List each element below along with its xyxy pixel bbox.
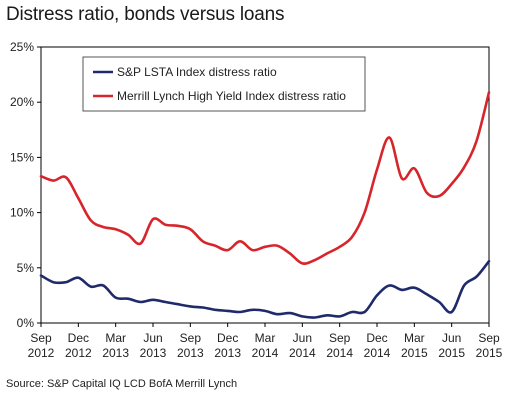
x-tick-label-month: Dec [366, 331, 387, 345]
x-tick-label-year: 2015 [401, 346, 428, 360]
series-line-merrill-lynch [39, 91, 491, 265]
x-tick-label-month: Dec [217, 331, 238, 345]
x-tick-label-year: 2014 [289, 346, 316, 360]
x-tick-label-year: 2015 [476, 346, 503, 360]
x-tick-label-month: Jun [143, 331, 162, 345]
x-tick-label-month: Mar [105, 331, 126, 345]
x-tick-label-month: Jun [442, 331, 461, 345]
x-tick-label-year: 2013 [102, 346, 129, 360]
x-tick-label-year: 2013 [140, 346, 167, 360]
x-tick-label-month: Jun [293, 331, 312, 345]
y-tick-label: 0% [17, 316, 35, 330]
x-tick-label-month: Sep [478, 331, 500, 345]
x-tick-label-year: 2015 [438, 346, 465, 360]
series-line-lsta [39, 259, 491, 319]
legend-box [82, 56, 366, 112]
y-tick-label: 5% [17, 261, 35, 275]
chart-source: Source: S&P Capital IQ LCD BofA Merrill … [6, 378, 238, 390]
x-axis: Sep2012Dec2012Mar2013Jun2013Sep2013Dec20… [28, 323, 503, 360]
y-tick-label: 25% [10, 40, 34, 54]
x-tick-label-year: 2013 [214, 346, 241, 360]
legend-label: S&P LSTA Index distress ratio [117, 65, 277, 79]
y-tick-label: 20% [10, 95, 34, 109]
x-tick-label-year: 2014 [252, 346, 279, 360]
x-tick-label-month: Sep [180, 331, 202, 345]
series-layer [39, 91, 491, 319]
x-tick-label-year: 2014 [326, 346, 353, 360]
x-tick-label-year: 2013 [177, 346, 204, 360]
x-tick-label-year: 2012 [28, 346, 55, 360]
y-tick-label: 10% [10, 206, 34, 220]
legend-label: Merrill Lynch High Yield Index distress … [117, 89, 346, 103]
x-tick-label-month: Mar [255, 331, 276, 345]
legend: S&P LSTA Index distress ratio Merrill Lyn… [82, 56, 366, 112]
x-tick-label-year: 2012 [65, 346, 92, 360]
x-tick-label-month: Sep [329, 331, 351, 345]
y-axis: 0% 5% 10% 15% 20% 25% [10, 40, 41, 330]
x-tick-label-month: Sep [30, 331, 52, 345]
x-tick-label-year: 2014 [364, 346, 391, 360]
x-tick-label-month: Dec [68, 331, 89, 345]
y-tick-label: 15% [10, 150, 34, 164]
x-tick-label-month: Mar [404, 331, 425, 345]
chart-title: Distress ratio, bonds versus loans [6, 4, 285, 25]
